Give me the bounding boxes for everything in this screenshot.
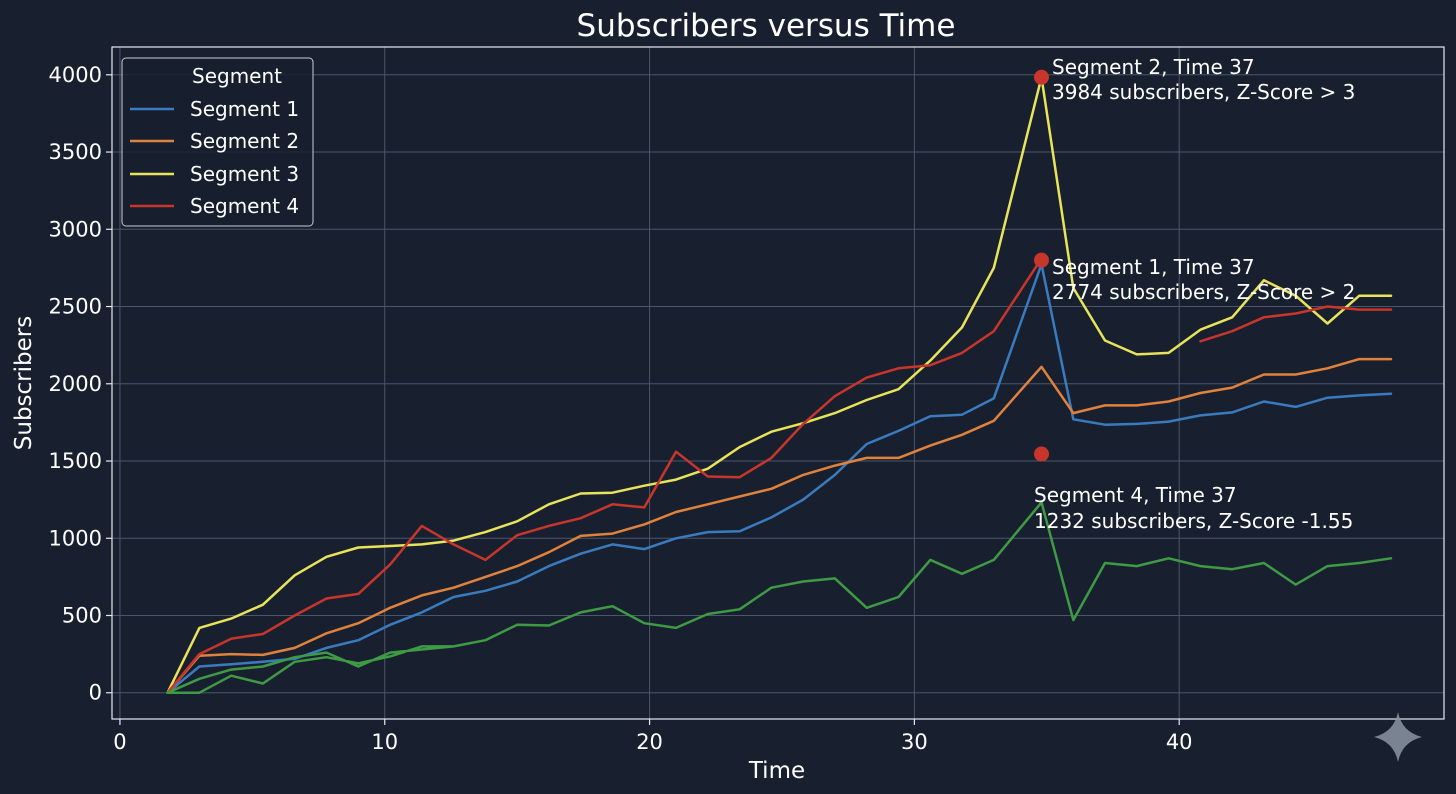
y-tick-label-1000: 1000 (49, 526, 102, 550)
series-line-segment-3 (166, 76, 1393, 694)
annotation-segment-2-line-2: 3984 subscribers, Z-Score > 3 (1052, 80, 1355, 104)
y-tick-label-1500: 1500 (49, 449, 102, 473)
marker-layer (1033, 69, 1049, 462)
y-ticks: 0 500 1000 1500 2000 2500 3000 3500 4000 (49, 63, 112, 705)
plot-frame (111, 46, 1445, 720)
x-tick-label-0: 0 (113, 730, 126, 754)
series-line-segment-4 (166, 257, 1393, 694)
annotation-segment-4-line-2: 1232 subscribers, Z-Score -1.55 (1034, 509, 1353, 533)
legend-box (121, 57, 314, 227)
series-line-segment-2 (166, 357, 1393, 694)
y-axis-label: Subscribers (11, 316, 37, 450)
legend: Segment Segment 1 Segment 2 Segment 3 Se… (121, 57, 314, 227)
y-tick-label-500: 500 (62, 603, 102, 627)
annotation-segment-4-line-1: Segment 4, Time 37 (1034, 483, 1237, 507)
annotation-segment-2-line-1: Segment 2, Time 37 (1052, 55, 1255, 79)
legend-label-segment-2: Segment 2 (190, 129, 299, 153)
annotation-segment-2: Segment 2, Time 37 3984 subscribers, Z-S… (1052, 55, 1355, 104)
highlight-marker-2 (1033, 252, 1049, 268)
highlight-marker-3 (1033, 446, 1049, 462)
series-line-5 (166, 501, 1393, 694)
y-tick-label-2000: 2000 (49, 372, 102, 396)
x-tick-label-30: 30 (901, 730, 928, 754)
sparkle-icon (1374, 712, 1422, 762)
y-tick-label-4000: 4000 (49, 63, 102, 87)
y-tick-label-3500: 3500 (49, 140, 102, 164)
annotation-segment-1: Segment 1, Time 37 2774 subscribers, Z-S… (1052, 255, 1355, 304)
x-tick-label-10: 10 (371, 730, 398, 754)
annotation-segment-1-line-2: 2774 subscribers, Z-Score > 2 (1052, 280, 1355, 304)
legend-label-segment-4: Segment 4 (190, 194, 299, 218)
annotation-segment-1-line-1: Segment 1, Time 37 (1052, 255, 1255, 279)
y-tick-label-3000: 3000 (49, 217, 102, 241)
series-line-segment-1 (166, 262, 1393, 694)
y-tick-label-0: 0 (89, 681, 102, 705)
y-tick-label-2500: 2500 (49, 295, 102, 319)
legend-label-segment-1: Segment 1 (190, 97, 299, 121)
x-tick-label-20: 20 (636, 730, 663, 754)
legend-title: Segment (192, 64, 282, 88)
grid (112, 47, 1444, 719)
chart-title: Subscribers versus Time (577, 8, 956, 44)
annotation-segment-4: Segment 4, Time 37 1232 subscribers, Z-S… (1034, 483, 1353, 533)
x-ticks: 0 10 20 30 40 (113, 719, 1193, 754)
legend-label-segment-3: Segment 3 (190, 162, 299, 186)
series-layer (166, 76, 1393, 694)
highlight-marker-1 (1033, 69, 1049, 85)
x-tick-label-40: 40 (1166, 730, 1193, 754)
x-axis-label: Time (748, 758, 805, 784)
